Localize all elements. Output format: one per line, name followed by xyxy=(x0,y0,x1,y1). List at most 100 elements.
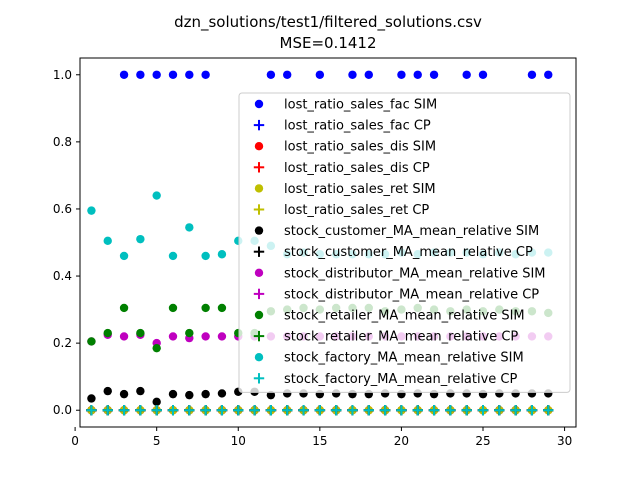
point-lost-ratio-sales-fac-sim-3 xyxy=(119,70,129,79)
point-lost-ratio-sales-fac-sim-15 xyxy=(315,70,325,79)
x-tick-label: 20 xyxy=(394,434,409,448)
legend-item-lost-ratio-sales-dis-cp: lost_ratio_sales_dis CP xyxy=(253,161,430,176)
legend-marker xyxy=(253,373,265,384)
point-stock-factory-ma-mean-relative-sim-6 xyxy=(168,251,178,261)
legend-item-stock-customer-ma-mean-relative-sim: stock_customer_MA_mean_relative SIM xyxy=(254,224,539,239)
legend-marker xyxy=(254,226,264,235)
legend-marker xyxy=(253,204,265,215)
point-stock-factory-ma-mean-relative-cp-25 xyxy=(477,405,489,416)
point-lost-ratio-sales-fac-sim-5 xyxy=(152,70,161,79)
y-tick-label: 0.4 xyxy=(53,269,72,283)
point-stock-factory-ma-mean-relative-cp-13 xyxy=(282,405,293,416)
point-lost-ratio-sales-fac-sim-18 xyxy=(364,70,373,79)
point-stock-factory-ma-mean-relative-cp-7 xyxy=(184,405,195,416)
legend-marker xyxy=(254,310,264,320)
axes: 0 5 10 15 20 25 30 0.0 0.2 0.4 0.6 0.8 1.0 xyxy=(53,68,572,448)
x-tick-label: 5 xyxy=(153,434,161,448)
point-stock-factory-ma-mean-relative-cp-6 xyxy=(167,405,179,416)
point-lost-ratio-sales-fac-sim-24 xyxy=(462,70,471,79)
legend-item-lost-ratio-sales-fac-sim: lost_ratio_sales_fac SIM xyxy=(254,98,437,113)
point-stock-factory-ma-mean-relative-cp-1 xyxy=(86,405,97,416)
point-lost-ratio-sales-fac-sim-17 xyxy=(348,70,357,79)
point-lost-ratio-sales-fac-sim-7 xyxy=(185,70,194,79)
point-stock-factory-ma-mean-relative-cp-4 xyxy=(135,405,146,416)
y-axis: 0.0 0.2 0.4 0.6 0.8 1.0 xyxy=(53,68,80,417)
point-stock-customer-ma-mean-relative-sim-6 xyxy=(168,389,178,399)
point-stock-factory-ma-mean-relative-sim-7 xyxy=(185,223,194,232)
point-stock-retailer-ma-mean-relative-sim-7 xyxy=(185,328,194,338)
legend-label: stock_customer_MA_mean_relative CP xyxy=(284,245,533,260)
point-stock-factory-ma-mean-relative-cp-29 xyxy=(543,405,554,416)
point-stock-retailer-ma-mean-relative-sim-3 xyxy=(119,303,129,313)
point-stock-retailer-ma-mean-relative-sim-8 xyxy=(201,303,210,313)
point-stock-distributor-ma-mean-relative-sim-3 xyxy=(119,332,129,341)
chart-title: dzn_solutions/test1/filtered_solutions.c… xyxy=(174,13,482,32)
point-stock-retailer-ma-mean-relative-sim-1 xyxy=(87,337,96,346)
x-tick-label: 10 xyxy=(231,434,246,448)
point-stock-factory-ma-mean-relative-cp-19 xyxy=(379,405,391,416)
point-stock-factory-ma-mean-relative-cp-9 xyxy=(216,405,228,416)
legend-marker xyxy=(253,246,265,257)
legend: lost_ratio_sales_fac SIM lost_ratio_sales… xyxy=(238,92,571,393)
legend-label: stock_distributor_MA_mean_relative SIM xyxy=(284,266,546,281)
point-stock-customer-ma-mean-relative-sim-9 xyxy=(217,389,227,398)
legend-item-lost-ratio-sales-fac-cp: lost_ratio_sales_fac CP xyxy=(253,119,431,134)
x-tick-label: 15 xyxy=(312,434,327,448)
point-lost-ratio-sales-fac-sim-21 xyxy=(413,70,422,79)
legend-label: lost_ratio_sales_ret CP xyxy=(284,203,429,218)
legend-marker xyxy=(254,268,264,277)
legend-item-stock-distributor-ma-mean-relative-cp: stock_distributor_MA_mean_relative CP xyxy=(253,287,539,302)
y-tick-label: 0.8 xyxy=(53,135,72,149)
y-tick-label: 0.2 xyxy=(53,336,72,350)
point-stock-customer-ma-mean-relative-sim-12 xyxy=(266,390,276,400)
point-stock-factory-ma-mean-relative-cp-21 xyxy=(412,405,423,416)
legend-label: lost_ratio_sales_dis CP xyxy=(284,161,430,176)
point-stock-factory-ma-mean-relative-cp-2 xyxy=(102,405,113,416)
legend-frame xyxy=(238,92,571,393)
legend-item-stock-retailer-ma-mean-relative-sim: stock_retailer_MA_mean_relative SIM xyxy=(254,309,525,324)
legend-item-lost-ratio-sales-ret-sim: lost_ratio_sales_ret SIM xyxy=(254,182,436,197)
legend-label: lost_ratio_sales_fac CP xyxy=(284,119,431,134)
legend-marker xyxy=(253,330,265,342)
legend-item-lost-ratio-sales-dis-sim: lost_ratio_sales_dis SIM xyxy=(254,140,436,155)
legend-item-stock-retailer-ma-mean-relative-cp: stock_retailer_MA_mean_relative CP xyxy=(253,330,518,345)
legend-marker xyxy=(253,162,265,173)
x-tick-label: 0 xyxy=(71,434,79,448)
legend-item-lost-ratio-sales-ret-cp: lost_ratio_sales_ret CP xyxy=(253,203,429,218)
legend-item-stock-factory-ma-mean-relative-cp: stock_factory_MA_mean_relative CP xyxy=(253,372,518,387)
point-lost-ratio-sales-fac-sim-8 xyxy=(201,70,210,79)
legend-label: stock_retailer_MA_mean_relative SIM xyxy=(284,309,525,324)
point-stock-factory-ma-mean-relative-cp-18 xyxy=(363,405,374,416)
point-stock-factory-ma-mean-relative-sim-3 xyxy=(119,251,129,261)
point-stock-retailer-ma-mean-relative-sim-9 xyxy=(217,303,227,313)
legend-item-stock-factory-ma-mean-relative-sim: stock_factory_MA_mean_relative SIM xyxy=(254,351,524,366)
point-stock-factory-ma-mean-relative-cp-11 xyxy=(249,405,260,416)
point-stock-factory-ma-mean-relative-sim-2 xyxy=(103,236,112,246)
point-stock-retailer-ma-mean-relative-sim-4 xyxy=(136,328,145,338)
legend-label: stock_customer_MA_mean_relative SIM xyxy=(284,224,539,239)
legend-label: stock_distributor_MA_mean_relative CP xyxy=(284,287,539,302)
point-stock-distributor-ma-mean-relative-sim-9 xyxy=(217,332,227,341)
point-stock-factory-ma-mean-relative-cp-12 xyxy=(265,405,277,416)
point-lost-ratio-sales-fac-sim-25 xyxy=(478,70,488,79)
legend-marker xyxy=(253,119,265,131)
legend-marker xyxy=(254,353,264,362)
point-lost-ratio-sales-fac-sim-29 xyxy=(544,70,553,79)
point-stock-distributor-ma-mean-relative-sim-8 xyxy=(201,332,210,341)
legend-marker xyxy=(253,288,265,300)
point-stock-factory-ma-mean-relative-cp-23 xyxy=(445,405,456,416)
point-stock-factory-ma-mean-relative-cp-24 xyxy=(461,405,472,416)
legend-label: lost_ratio_sales_dis SIM xyxy=(284,140,436,155)
point-stock-customer-ma-mean-relative-sim-8 xyxy=(201,389,210,399)
point-lost-ratio-sales-fac-sim-28 xyxy=(527,70,537,79)
point-lost-ratio-sales-fac-sim-20 xyxy=(397,70,406,79)
legend-marker xyxy=(254,142,264,151)
x-tick-label: 30 xyxy=(557,434,572,448)
legend-label: lost_ratio_sales_fac SIM xyxy=(284,98,437,113)
point-stock-factory-ma-mean-relative-cp-26 xyxy=(494,405,505,416)
point-stock-factory-ma-mean-relative-sim-8 xyxy=(201,251,210,261)
point-lost-ratio-sales-fac-sim-22 xyxy=(429,70,439,79)
point-stock-factory-ma-mean-relative-cp-5 xyxy=(151,405,162,416)
point-stock-customer-ma-mean-relative-sim-1 xyxy=(87,394,96,403)
point-stock-factory-ma-mean-relative-cp-22 xyxy=(428,405,440,416)
